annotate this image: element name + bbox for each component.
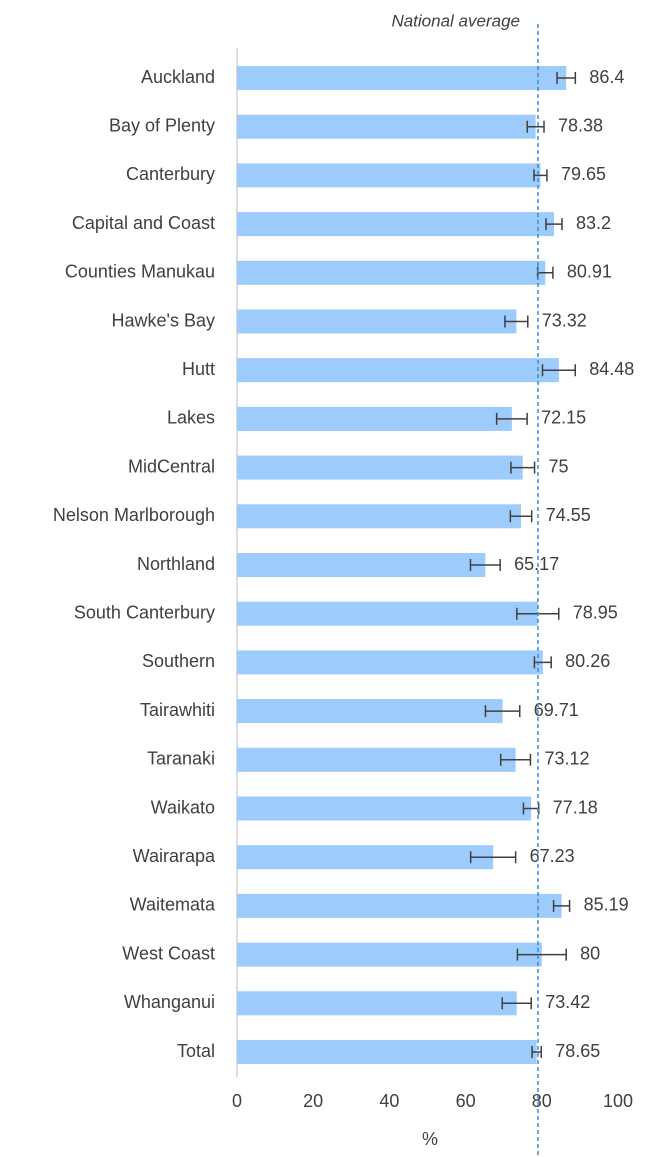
bar <box>237 163 541 188</box>
bar <box>237 212 554 237</box>
data-label: 73.42 <box>545 992 590 1012</box>
bar <box>237 699 503 724</box>
y-tick-label: West Coast <box>122 943 215 963</box>
data-label: 80.91 <box>567 262 612 282</box>
y-tick-label: MidCentral <box>128 456 215 476</box>
bar <box>237 650 543 675</box>
y-tick-label: Hawke's Bay <box>112 310 215 330</box>
data-label: 86.4 <box>589 67 624 87</box>
error-bar <box>533 656 552 669</box>
data-label: 75 <box>549 456 569 476</box>
bar <box>237 747 516 772</box>
data-label: 77.18 <box>553 797 598 817</box>
y-tick-label: Northland <box>137 554 215 574</box>
y-tick-label: Nelson Marlborough <box>53 505 215 525</box>
x-axis-label: % <box>422 1129 438 1149</box>
x-tick-label: 20 <box>303 1091 323 1111</box>
data-label: 78.38 <box>558 115 603 135</box>
x-tick-label: 80 <box>532 1091 552 1111</box>
error-bar <box>545 218 563 231</box>
error-bar <box>533 169 548 182</box>
y-tick-label: Total <box>177 1041 215 1061</box>
data-label: 73.12 <box>544 749 589 769</box>
error-bar <box>499 753 532 766</box>
x-tick-label: 100 <box>603 1091 633 1111</box>
y-tick-label: Whanganui <box>124 992 215 1012</box>
error-bar <box>469 851 517 864</box>
error-bar <box>504 315 529 328</box>
data-label: 65.17 <box>514 554 559 574</box>
error-bar <box>516 948 567 961</box>
error-bar <box>541 364 577 377</box>
error-bar <box>510 461 536 474</box>
error-bar <box>495 412 528 425</box>
bar <box>237 553 486 577</box>
y-tick-label: Waikato <box>151 797 215 817</box>
bar <box>237 406 512 431</box>
data-label: 78.95 <box>573 602 618 622</box>
bar <box>237 991 517 1016</box>
data-label: 78.65 <box>555 1041 600 1061</box>
error-bar <box>469 559 501 571</box>
bar <box>237 796 532 821</box>
reference-label: National average <box>391 11 520 30</box>
y-tick-label: Tairawhiti <box>140 700 215 720</box>
bar <box>237 455 523 480</box>
data-label: 67.23 <box>530 846 575 866</box>
y-tick-label: Bay of Plenty <box>109 115 215 135</box>
bar <box>237 504 522 529</box>
error-bar <box>501 997 532 1010</box>
error-bar <box>552 899 571 912</box>
bar <box>237 845 494 870</box>
y-tick-label: Hutt <box>182 359 215 379</box>
data-label: 84.48 <box>589 359 634 379</box>
error-bar <box>531 1046 542 1058</box>
y-tick-label: Canterbury <box>126 164 215 184</box>
bar <box>237 66 567 90</box>
data-label: 72.15 <box>541 408 586 428</box>
data-label: 74.55 <box>546 505 591 525</box>
error-bar <box>484 705 521 718</box>
bar <box>237 1040 537 1064</box>
bar <box>237 893 562 918</box>
error-bar <box>556 72 577 84</box>
y-tick-label: Capital and Coast <box>72 213 215 233</box>
bar <box>237 309 517 334</box>
y-tick-label: South Canterbury <box>74 602 215 622</box>
data-label: 69.71 <box>534 700 579 720</box>
error-bar <box>509 510 533 523</box>
bar <box>237 601 538 626</box>
y-tick-label: Counties Manukau <box>65 262 215 282</box>
y-tick-label: Taranaki <box>147 749 215 769</box>
x-tick-label: 60 <box>456 1091 476 1111</box>
y-tick-label: Southern <box>142 651 215 671</box>
y-tick-label: Lakes <box>167 408 215 428</box>
bar <box>237 114 536 139</box>
data-label: 83.2 <box>576 213 611 233</box>
bar <box>237 260 546 285</box>
x-tick-label: 40 <box>379 1091 399 1111</box>
y-tick-label: Wairarapa <box>133 846 216 866</box>
data-label: 73.32 <box>542 310 587 330</box>
data-label: 79.65 <box>561 164 606 184</box>
data-label: 80 <box>580 943 600 963</box>
bar <box>237 942 542 967</box>
error-bar <box>526 120 545 133</box>
data-label: 85.19 <box>584 895 629 915</box>
bar <box>237 358 559 383</box>
data-label: 80.26 <box>565 651 610 671</box>
y-tick-label: Auckland <box>141 67 215 87</box>
x-tick-label: 0 <box>232 1091 242 1111</box>
y-tick-label: Waitemata <box>130 895 216 915</box>
